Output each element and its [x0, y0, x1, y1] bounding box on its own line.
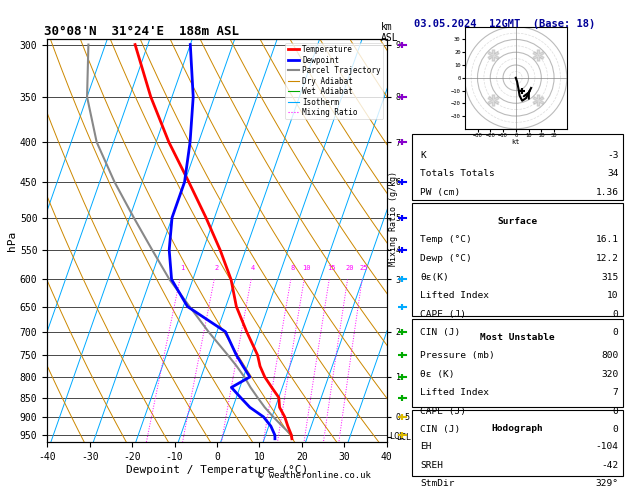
Text: 34: 34 [607, 169, 618, 178]
Text: km
ASL: km ASL [381, 22, 398, 43]
Text: CIN (J): CIN (J) [420, 425, 460, 434]
Text: Pressure (mb): Pressure (mb) [420, 351, 495, 360]
Text: 0: 0 [613, 310, 618, 318]
Text: 12.2: 12.2 [596, 254, 618, 263]
Legend: Temperature, Dewpoint, Parcel Trajectory, Dry Adiabat, Wet Adiabat, Isotherm, Mi: Temperature, Dewpoint, Parcel Trajectory… [286, 43, 383, 120]
Bar [412, 134, 623, 200]
Text: CIN (J): CIN (J) [420, 328, 460, 337]
Text: 16.1: 16.1 [596, 236, 618, 244]
Text: 7: 7 [613, 388, 618, 397]
Text: LCL: LCL [389, 433, 404, 441]
Text: 20: 20 [345, 265, 353, 271]
Text: CAPE (J): CAPE (J) [420, 407, 467, 416]
Text: Temp (°C): Temp (°C) [420, 236, 472, 244]
Text: 1.36: 1.36 [596, 188, 618, 197]
Text: 0: 0 [613, 407, 618, 416]
Text: Mixing Ratio (g/kg): Mixing Ratio (g/kg) [389, 171, 398, 266]
Text: 1: 1 [180, 265, 184, 271]
Text: EH: EH [420, 442, 432, 451]
Text: 4: 4 [251, 265, 255, 271]
Bar [412, 410, 623, 476]
Text: 320: 320 [601, 370, 618, 379]
Text: PW (cm): PW (cm) [420, 188, 460, 197]
Text: 329°: 329° [596, 479, 618, 486]
Text: CAPE (J): CAPE (J) [420, 310, 467, 318]
Text: K: K [420, 151, 426, 159]
Text: 30°08'N  31°24'E  188m ASL: 30°08'N 31°24'E 188m ASL [44, 25, 239, 38]
Text: © weatheronline.co.uk: © weatheronline.co.uk [258, 471, 371, 480]
Text: StmDir: StmDir [420, 479, 455, 486]
Text: 15: 15 [327, 265, 335, 271]
Text: θε (K): θε (K) [420, 370, 455, 379]
Text: 0: 0 [613, 328, 618, 337]
Text: 0: 0 [613, 425, 618, 434]
Text: 800: 800 [601, 351, 618, 360]
Text: Hodograph: Hodograph [491, 424, 543, 433]
Text: 315: 315 [601, 273, 618, 281]
Y-axis label: hPa: hPa [7, 230, 17, 251]
Bar [412, 203, 623, 316]
Text: 2: 2 [214, 265, 219, 271]
X-axis label: kt: kt [511, 139, 520, 145]
Text: -42: -42 [601, 461, 618, 470]
Text: -3: -3 [607, 151, 618, 159]
Text: Lifted Index: Lifted Index [420, 388, 489, 397]
Text: Most Unstable: Most Unstable [480, 333, 555, 342]
Text: Surface: Surface [498, 217, 537, 226]
Text: 10: 10 [607, 291, 618, 300]
Text: 8: 8 [291, 265, 295, 271]
Text: SREH: SREH [420, 461, 443, 470]
Text: θε(K): θε(K) [420, 273, 449, 281]
Text: 10: 10 [302, 265, 310, 271]
Text: -104: -104 [596, 442, 618, 451]
Text: 25: 25 [360, 265, 368, 271]
Text: Lifted Index: Lifted Index [420, 291, 489, 300]
Text: 03.05.2024  12GMT  (Base: 18): 03.05.2024 12GMT (Base: 18) [414, 19, 595, 30]
Text: Dewp (°C): Dewp (°C) [420, 254, 472, 263]
Bar [412, 319, 623, 407]
X-axis label: Dewpoint / Temperature (°C): Dewpoint / Temperature (°C) [126, 465, 308, 475]
Text: Totals Totals: Totals Totals [420, 169, 495, 178]
